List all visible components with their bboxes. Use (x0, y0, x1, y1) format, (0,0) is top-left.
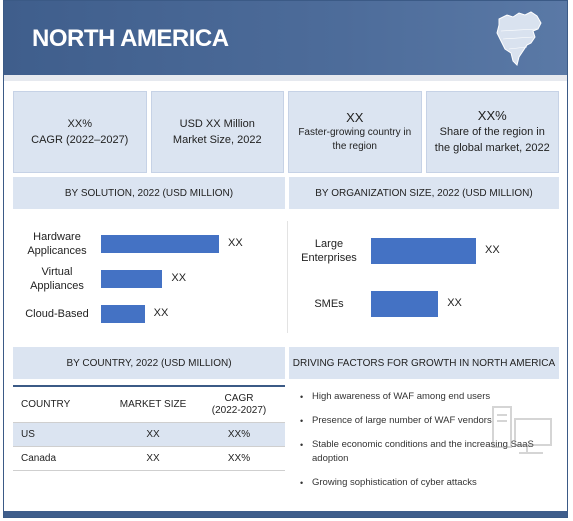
factor-text: Stable economic conditions and the incre… (312, 439, 534, 464)
cell-cagr: XX% (227, 428, 251, 440)
bar-category-label: Large Enterprises (301, 238, 357, 264)
bar-category-label: Virtual Appliances (30, 266, 84, 292)
section-by-country: BY COUNTRY, 2022 (USD MILLION) (13, 347, 285, 379)
bar-value-label: XX (153, 307, 169, 319)
kpi-label: Share of the region in the global market… (434, 126, 550, 154)
table-header-row: COUNTRY MARKET SIZE CAGR (2022-2027) (13, 385, 285, 423)
cell-market-size: XX (146, 453, 160, 464)
factor-text: Growing sophistication of cyber attacks (312, 477, 477, 488)
footer-stripe (4, 511, 567, 517)
kpi-value: XX (346, 110, 364, 125)
list-item: • Presence of large number of WAF vendors (300, 414, 550, 428)
factor-text: High awareness of WAF among end users (312, 391, 491, 402)
bullet-icon: • (300, 416, 304, 426)
bar-value-label: XX (447, 297, 462, 309)
kpi-market-size: USD XX Million Market Size, 2022 (150, 91, 284, 173)
cell-cagr: XX% (227, 452, 251, 464)
bar-value-label: XX (228, 237, 243, 249)
header-stripe (4, 75, 567, 81)
kpi-label: Market Size, 2022 (172, 134, 262, 146)
north-america-map-icon (496, 11, 542, 66)
kpi-faster-growing: XX Faster-growing country in the region (288, 91, 422, 173)
section-by-org-size: BY ORGANIZATION SIZE, 2022 (USD MILLION) (289, 177, 559, 209)
col-header-country: COUNTRY (21, 399, 71, 410)
bar-value-label: XX (485, 244, 500, 256)
bar-category-label: Hardware Applicances (27, 231, 87, 257)
kpi-row: XX% CAGR (2022–2027) USD XX Million Mark… (13, 91, 559, 173)
computer-icon (492, 406, 552, 454)
bar (371, 291, 439, 317)
section-by-solution: BY SOLUTION, 2022 (USD MILLION) (13, 177, 285, 209)
kpi-region-share: XX% Share of the region in the global ma… (425, 91, 559, 173)
section-driving-factors: DRIVING FACTORS FOR GROWTH IN NORTH AMER… (289, 347, 559, 379)
table-row: US XX XX% (13, 423, 285, 447)
header-banner: NORTH AMERICA (4, 1, 567, 81)
col-header-cagr: CAGR (2022-2027) (211, 392, 267, 416)
bar (101, 270, 163, 288)
country-table: COUNTRY MARKET SIZE CAGR (2022-2027) US X… (13, 385, 285, 471)
infographic-frame: NORTH AMERICA XX% CAGR (2022–2027) USD X… (3, 0, 568, 518)
kpi-label: Faster-growing country in the region (298, 127, 412, 152)
bar-category-label: Cloud-Based (25, 308, 89, 320)
cell-country: US (21, 429, 35, 440)
bullet-icon: • (300, 440, 304, 450)
kpi-value: USD XX Million (179, 118, 255, 130)
chart-divider (287, 221, 288, 333)
table-row: Canada XX XX% (13, 447, 285, 471)
col-header-market-size: MARKET SIZE (119, 399, 187, 410)
cell-market-size: XX (146, 429, 160, 440)
page-title: NORTH AMERICA (32, 25, 229, 52)
kpi-value: XX% (477, 108, 507, 123)
bar (101, 305, 145, 323)
bullet-icon: • (300, 478, 304, 488)
cell-country: Canada (21, 453, 57, 464)
bar-value-label: XX (171, 272, 187, 284)
bar-category-label: SMEs (314, 298, 344, 310)
kpi-cagr: XX% CAGR (2022–2027) (13, 91, 147, 173)
bar (101, 235, 219, 253)
list-item: • Growing sophistication of cyber attacks (300, 476, 550, 490)
bar (371, 238, 476, 264)
kpi-value: XX% (67, 118, 92, 130)
list-item: • Stable economic conditions and the incr… (300, 438, 550, 466)
driving-factors-list: • High awareness of WAF among end users •… (300, 390, 550, 500)
list-item: • High awareness of WAF among end users (300, 390, 550, 404)
bullet-icon: • (300, 392, 304, 402)
factor-text: Presence of large number of WAF vendors (312, 415, 492, 426)
kpi-label: CAGR (2022–2027) (31, 134, 129, 146)
